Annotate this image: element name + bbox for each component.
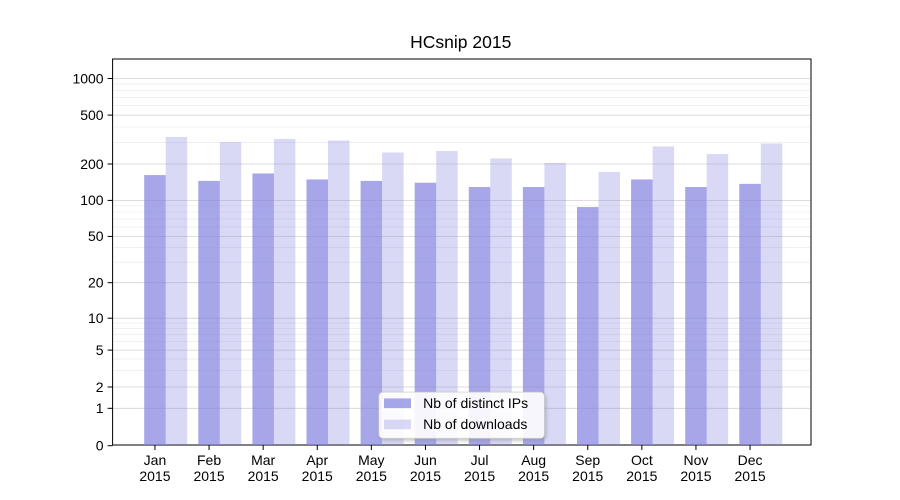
svg-text:2015: 2015 xyxy=(248,468,279,484)
svg-text:Apr: Apr xyxy=(306,452,328,468)
svg-text:Mar: Mar xyxy=(251,452,275,468)
svg-text:2015: 2015 xyxy=(464,468,495,484)
svg-text:100: 100 xyxy=(80,192,104,208)
svg-text:Jun: Jun xyxy=(414,452,437,468)
svg-text:500: 500 xyxy=(80,107,104,123)
svg-text:2015: 2015 xyxy=(626,468,657,484)
svg-text:Nov: Nov xyxy=(683,452,708,468)
svg-text:Aug: Aug xyxy=(521,452,546,468)
svg-text:Jan: Jan xyxy=(144,452,167,468)
svg-text:2: 2 xyxy=(96,379,104,395)
svg-text:Nb of downloads: Nb of downloads xyxy=(423,416,527,432)
svg-text:2015: 2015 xyxy=(139,468,170,484)
svg-text:Jul: Jul xyxy=(471,452,489,468)
svg-text:2015: 2015 xyxy=(680,468,711,484)
svg-text:HCsnip 2015: HCsnip 2015 xyxy=(410,32,511,52)
svg-text:2015: 2015 xyxy=(518,468,549,484)
svg-text:2015: 2015 xyxy=(302,468,333,484)
svg-text:Dec: Dec xyxy=(738,452,763,468)
svg-text:50: 50 xyxy=(88,228,104,244)
svg-text:May: May xyxy=(358,452,384,468)
svg-text:20: 20 xyxy=(88,275,104,291)
svg-text:1: 1 xyxy=(96,400,104,416)
svg-text:Nb of distinct IPs: Nb of distinct IPs xyxy=(423,395,528,411)
svg-text:2015: 2015 xyxy=(572,468,603,484)
svg-text:2015: 2015 xyxy=(356,468,387,484)
svg-text:1000: 1000 xyxy=(72,70,103,86)
svg-text:Oct: Oct xyxy=(631,452,653,468)
svg-text:Feb: Feb xyxy=(197,452,221,468)
svg-text:5: 5 xyxy=(96,342,104,358)
svg-text:2015: 2015 xyxy=(734,468,765,484)
svg-text:2015: 2015 xyxy=(193,468,224,484)
svg-text:200: 200 xyxy=(80,156,104,172)
svg-text:0: 0 xyxy=(96,438,104,454)
svg-text:10: 10 xyxy=(88,310,104,326)
svg-text:Sep: Sep xyxy=(575,452,600,468)
svg-text:2015: 2015 xyxy=(410,468,441,484)
